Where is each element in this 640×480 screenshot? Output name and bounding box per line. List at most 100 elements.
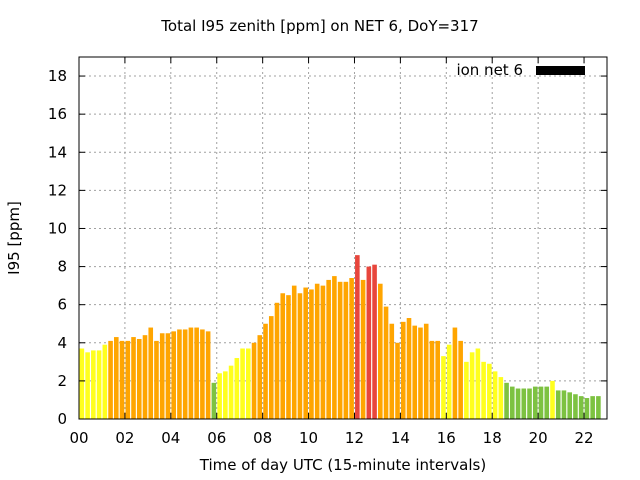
bar	[131, 337, 136, 419]
bar	[291, 285, 297, 419]
x-tick-label: 00	[69, 429, 88, 447]
x-tick-label: 06	[207, 429, 226, 447]
bar	[114, 337, 119, 419]
x-tick-label: 18	[483, 429, 502, 447]
bar	[590, 396, 595, 419]
bar	[378, 283, 383, 419]
bar	[332, 276, 337, 419]
y-tick-label: 4	[57, 334, 67, 352]
bar	[280, 293, 286, 419]
chart-title: Total I95 zenith [ppm] on NET 6, DoY=317	[161, 17, 479, 35]
plot-frame	[78, 56, 608, 420]
bar	[458, 340, 463, 419]
bar	[320, 285, 326, 419]
bar	[102, 344, 108, 419]
x-tick-label: 16	[437, 429, 456, 447]
bar	[159, 333, 165, 419]
bar	[418, 327, 423, 419]
bar	[446, 344, 452, 419]
bar	[188, 327, 194, 419]
bar	[360, 279, 366, 419]
bar	[200, 329, 205, 419]
bar	[383, 306, 389, 419]
bar	[441, 356, 446, 419]
bar	[573, 394, 578, 419]
bar	[125, 340, 131, 419]
bar	[550, 380, 555, 419]
bar	[142, 335, 148, 419]
bar	[251, 342, 257, 419]
bar	[532, 386, 538, 419]
bar	[555, 390, 561, 419]
bar	[148, 327, 154, 419]
bar	[136, 338, 142, 419]
bar	[326, 279, 331, 419]
bars	[79, 255, 601, 419]
x-tick-label: 08	[253, 429, 272, 447]
bar	[223, 371, 228, 419]
y-tick-label: 0	[57, 410, 67, 428]
y-tick-label: 10	[48, 219, 67, 237]
bar	[217, 373, 222, 419]
bar	[355, 255, 360, 419]
bar	[119, 340, 125, 419]
y-tick-label: 16	[48, 105, 67, 123]
bar	[234, 358, 240, 419]
x-tick-label: 20	[529, 429, 548, 447]
bar	[504, 382, 509, 419]
bar	[469, 352, 475, 419]
bar	[85, 352, 90, 419]
bar	[389, 323, 395, 419]
bar	[578, 396, 584, 419]
y-tick-label: 18	[48, 67, 67, 85]
bar	[452, 327, 458, 419]
bar	[349, 278, 354, 419]
y-tick-label: 14	[48, 143, 67, 161]
bar	[171, 331, 176, 419]
bar	[96, 350, 102, 419]
bar	[527, 388, 532, 419]
bar	[337, 281, 343, 419]
bar	[435, 340, 440, 419]
bar	[211, 382, 217, 419]
y-tick-label: 2	[57, 372, 67, 390]
bar	[194, 327, 199, 419]
bar	[481, 361, 486, 419]
bar	[343, 281, 349, 419]
bar	[395, 342, 400, 419]
bar	[228, 365, 234, 419]
x-tick-label: 04	[161, 429, 180, 447]
bar	[297, 293, 303, 419]
bar	[79, 348, 85, 419]
bar	[108, 340, 113, 419]
x-tick-label: 12	[345, 429, 364, 447]
x-axis-label: Time of day UTC (15-minute intervals)	[199, 456, 487, 474]
bar	[400, 321, 406, 419]
bar	[487, 363, 492, 419]
y-tick-label: 6	[57, 296, 67, 314]
bar	[205, 331, 211, 419]
legend-label: ion net 6	[456, 61, 523, 79]
bar	[567, 392, 572, 419]
y-axis-label: I95 [ppm]	[5, 201, 23, 275]
bar	[561, 390, 567, 419]
bar	[274, 302, 280, 419]
bar	[366, 266, 372, 419]
y-tick-label: 8	[57, 258, 67, 276]
bar	[182, 329, 188, 419]
bar	[246, 348, 251, 419]
bar	[165, 333, 171, 419]
bar	[263, 323, 268, 419]
bar	[177, 329, 182, 419]
bar	[538, 386, 544, 419]
bar	[406, 318, 412, 419]
bar	[257, 335, 263, 419]
bar	[492, 371, 498, 419]
bar	[91, 350, 96, 419]
bar	[314, 283, 320, 419]
bar	[423, 323, 429, 419]
bar	[309, 289, 314, 419]
bar	[515, 388, 521, 419]
